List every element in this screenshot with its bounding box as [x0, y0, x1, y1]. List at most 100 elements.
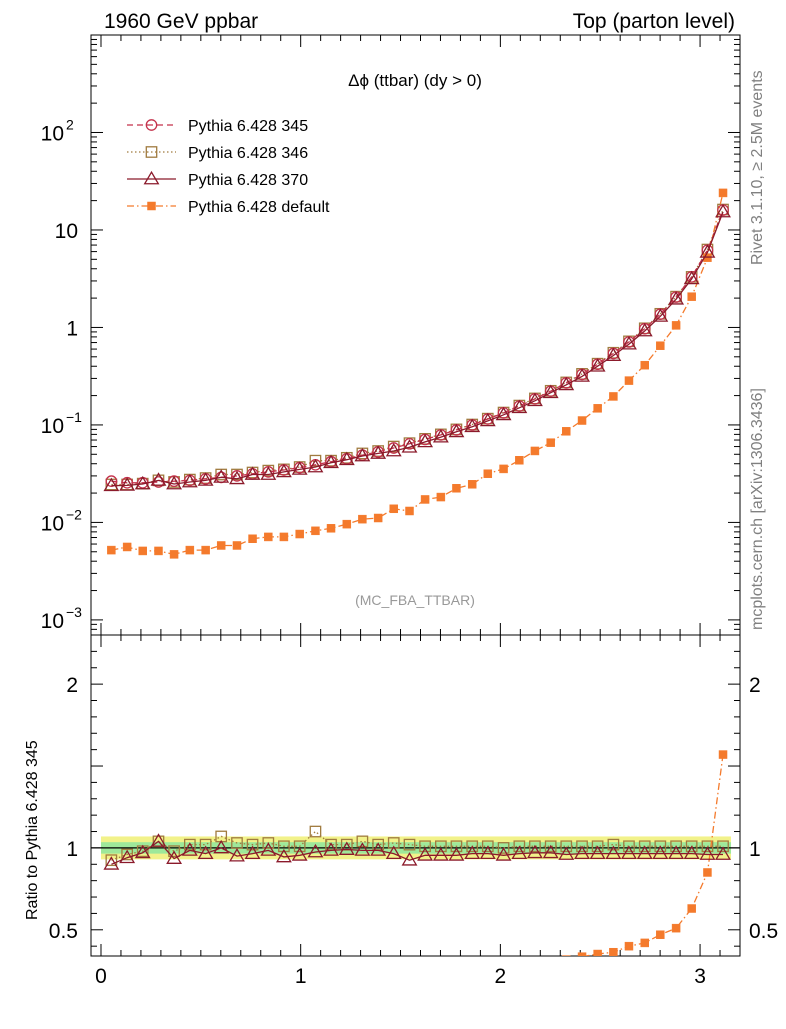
ratio-pythia-6-428-370-point: [385, 845, 402, 860]
ratio-pythia-6-428-default-point: [718, 750, 728, 759]
ratio-pythia-6-428-370-point: [244, 845, 261, 860]
legend-marker: [145, 146, 158, 158]
ratio-pythia-6-428-default-point: [139, 975, 147, 983]
ratio-pythia-6-428-370-point: [683, 845, 700, 860]
ratio-pythia-6-428-370-point: [338, 841, 355, 855]
y-tick-base: 10: [41, 122, 64, 145]
main-pythia-6-428-370-point: [229, 470, 245, 485]
ratio-series-group: [103, 750, 731, 984]
main-pythia-6-428-370-point: [542, 384, 559, 399]
main-pythia-6-428-370-point: [636, 322, 653, 337]
main-pythia-6-428-default-point: [389, 504, 398, 514]
legend-item: Pythia 6.428 346: [127, 145, 308, 162]
ratio-pythia-6-428-370-point: [448, 847, 465, 861]
main-pythia-6-428-370-point: [511, 399, 528, 414]
ratio-pythia-6-428-370-point: [166, 850, 183, 864]
ratio-pythia-6-428-346-point: [591, 840, 604, 853]
series-pythia-6-428-370: [103, 203, 731, 492]
ratio-panel: 0.5 0.5 1 1 2 2 0 1 2 3 Ratio to Pythia 6.428 34…: [24, 634, 778, 988]
ratio-pythia-6-428-default-point: [671, 923, 681, 933]
ratio-pythia-6-428-346-point: [105, 854, 118, 867]
main-pythia-6-428-370-point: [275, 463, 292, 478]
main-pythia-6-428-default-point: [499, 464, 508, 474]
ratio-pythia-6-428-370-point: [307, 843, 324, 858]
ratio-pythia-6-428-346-point: [607, 838, 620, 851]
legend-label: Pythia 6.428 346: [188, 145, 308, 162]
ratio-pythia-6-428-370-point: [354, 842, 371, 856]
ratio-pythia-6-428-default-point: [640, 938, 649, 948]
ratio-pythia-6-428-370-point: [511, 845, 528, 860]
main-pythia-6-428-default-point: [452, 484, 461, 493]
ratio-pythia-6-428-default-point: [311, 973, 319, 981]
main-pythia-6-428-default-point: [656, 341, 665, 350]
main-pythia-6-428-default-point: [154, 546, 163, 556]
ratio-pythia-6-428-370-point: [370, 842, 387, 856]
ratio-y-tick-label-right: 0.5: [749, 920, 778, 943]
ratio-pythia-6-428-370-point: [260, 842, 277, 856]
main-pythia-6-428-370-line: [111, 211, 724, 487]
main-pythia-6-428-370-point: [652, 308, 669, 322]
ratio-pythia-6-428-default-point: [687, 904, 696, 913]
main-pythia-6-428-370-point: [354, 447, 371, 462]
main-pythia-6-428-default-point: [483, 469, 493, 478]
ratio-pythia-6-428-346-point: [654, 840, 667, 853]
ratio-pythia-6-428-370-point: [495, 847, 512, 861]
ratio-pythia-6-428-default-point: [468, 967, 476, 975]
ratio-pythia-6-428-346-point: [246, 838, 259, 851]
main-pythia-6-428-370-point: [307, 458, 324, 473]
ratio-pythia-6-428-370-point: [715, 846, 731, 860]
main-pythia-6-428-370-point: [244, 466, 261, 480]
rivet-label: Rivet 3.1.10, ≥ 2.5M events: [749, 70, 766, 265]
main-pythia-6-428-370-point: [464, 418, 481, 433]
main-pythia-6-428-default-point: [107, 545, 116, 555]
ratio-pythia-6-428-370-point: [197, 845, 214, 860]
main-pythia-6-428-default-point: [593, 404, 602, 413]
main-pythia-6-428-345-point: [105, 475, 118, 488]
ratio-pythia-6-428-346-point: [497, 842, 510, 854]
legend-item: Pythia 6.428 370: [127, 170, 308, 189]
main-y-tick-label: 10 2: [41, 116, 74, 145]
ratio-pythia-6-428-default-point: [437, 970, 445, 978]
main-pythia-6-428-370-point: [448, 423, 465, 438]
ratio-y-tick-labels: 0.5 0.5 1 1 2 2: [49, 674, 778, 943]
ratio-pythia-6-428-370-point: [119, 849, 136, 864]
mcplots-label: mcplots.cern.ch [arXiv:1306.3436]: [749, 388, 766, 630]
main-pythia-6-428-default-point: [216, 541, 226, 550]
ratio-y-tick-label-left: 0.5: [49, 920, 78, 943]
legend-label: Pythia 6.428 345: [188, 118, 308, 135]
ratio-pythia-6-428-default-point: [406, 974, 414, 982]
y-tick-exponent: −2: [66, 506, 82, 522]
main-pythia-6-428-default-point: [358, 514, 367, 524]
legend-label: Pythia 6.428 default: [188, 199, 330, 216]
main-pythia-6-428-default-line: [111, 192, 724, 556]
main-y-tick-label: 1: [66, 317, 78, 340]
ratio-pythia-6-428-346-point: [481, 840, 494, 853]
ratio-pythia-6-428-346-point: [262, 837, 275, 849]
ratio-pythia-6-428-370-point: [558, 846, 575, 860]
ratio-pythia-6-428-default-point: [609, 947, 618, 956]
main-pythia-6-428-370-point: [166, 475, 183, 490]
main-pythia-6-428-370-point: [197, 472, 214, 486]
main-pythia-6-428-default-point: [122, 542, 132, 552]
main-pythia-6-428-370-point: [385, 442, 402, 457]
main-pythia-6-428-default-point: [138, 546, 147, 556]
y-tick-base: 10: [41, 610, 64, 633]
main-pythia-6-428-345-point: [403, 437, 416, 450]
main-pythia-6-428-default-point: [467, 480, 477, 489]
ratio-pythia-6-428-default-point: [154, 976, 162, 984]
ratio-panel-frame: [90, 634, 741, 957]
y-tick-base: 1: [66, 317, 78, 340]
ratio-series-pythia-6-428-default: [139, 750, 728, 984]
x-tick-label: 1: [295, 965, 307, 988]
main-pythia-6-428-default-point: [295, 529, 304, 539]
legend: Pythia 6.428 345 Pythia 6.428 346 Pythia 6…: [127, 118, 330, 216]
ratio-pythia-6-428-346-point: [513, 840, 526, 853]
main-pythia-6-428-default-point: [577, 416, 587, 425]
main-pythia-6-428-370-point: [699, 244, 716, 258]
ratio-pythia-6-428-default-point: [531, 960, 539, 968]
main-pythia-6-428-370-point: [417, 433, 434, 448]
ratio-pythia-6-428-346-point: [466, 840, 479, 853]
